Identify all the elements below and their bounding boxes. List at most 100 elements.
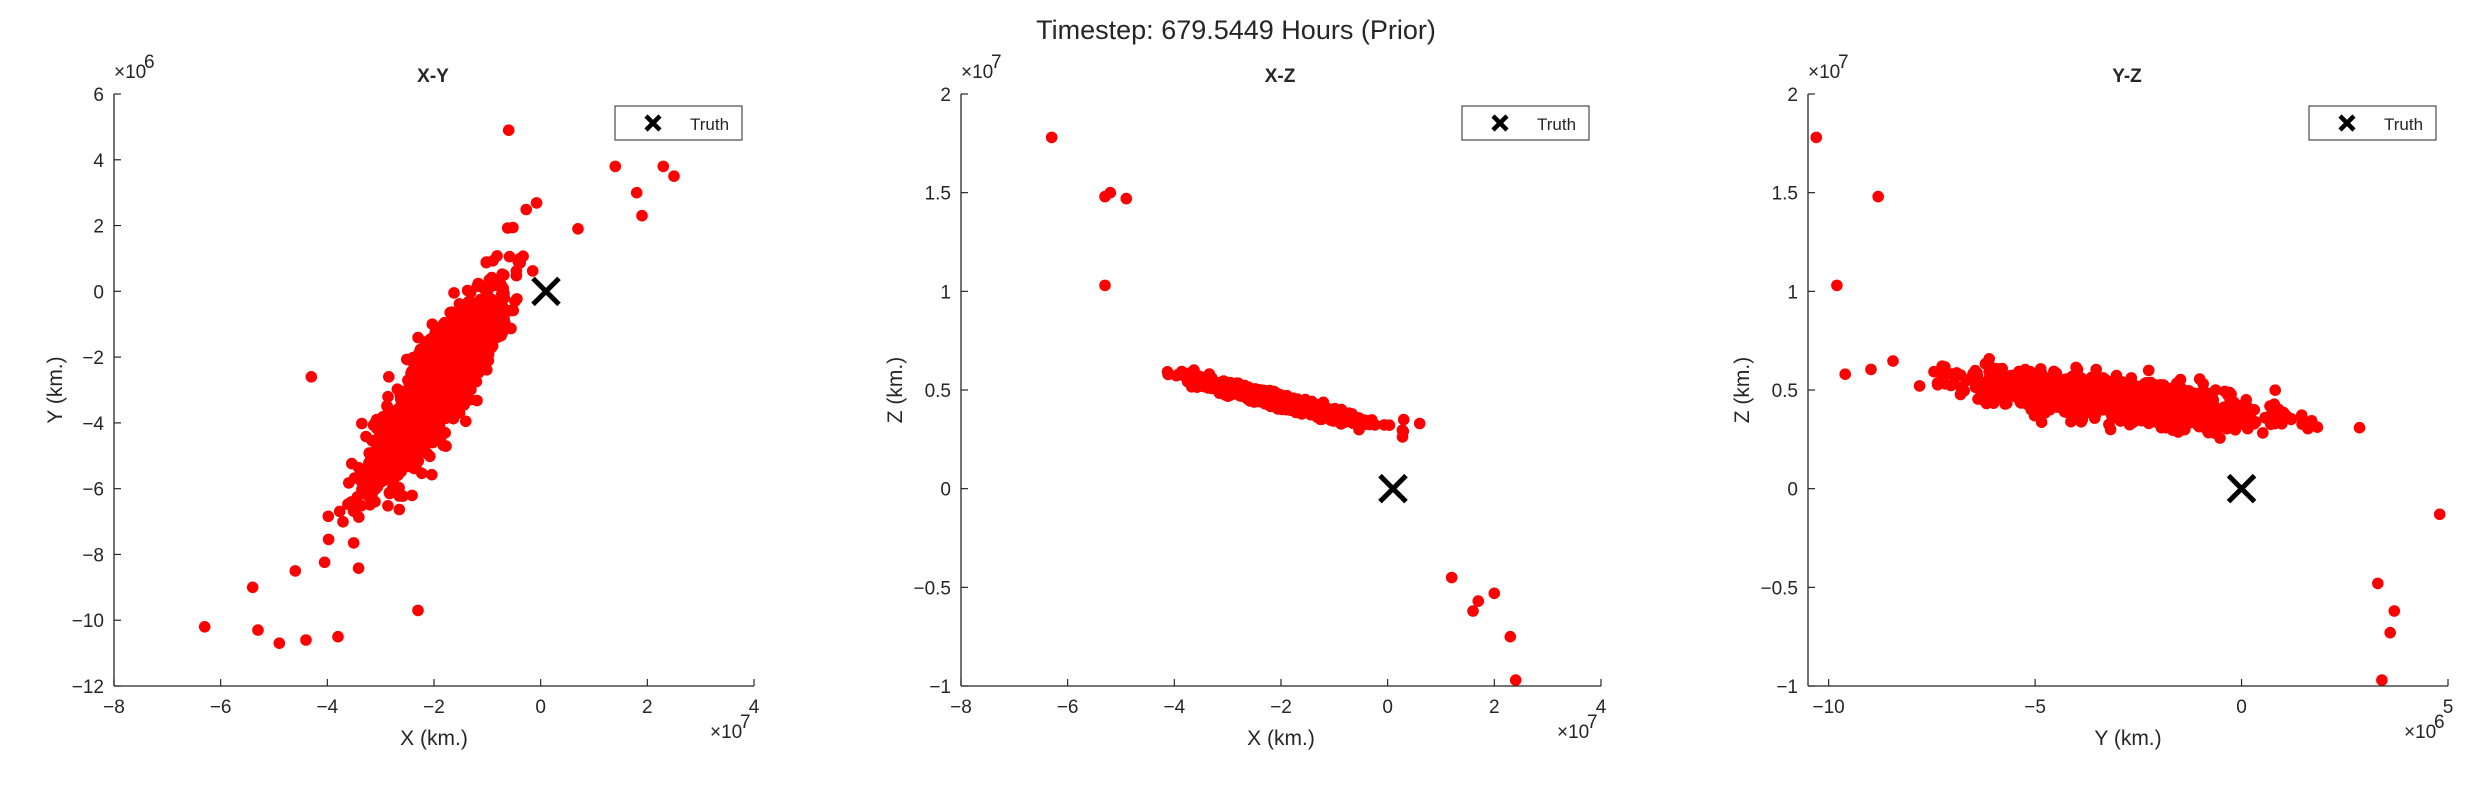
data-point	[2281, 410, 2293, 423]
x-axis-label: Y (km.)	[2094, 727, 2161, 750]
y-tick-label: −4	[82, 414, 104, 435]
data-point	[2238, 401, 2250, 413]
data-point	[451, 316, 464, 329]
data-point	[2126, 416, 2139, 429]
data-point	[2071, 412, 2084, 425]
data-point	[1504, 630, 1517, 643]
data-point	[2353, 421, 2366, 434]
data-point	[322, 510, 335, 523]
data-point	[459, 326, 472, 339]
y-exponent-label: ×10	[1808, 62, 1840, 83]
legend: Truth	[1461, 105, 1590, 141]
x-exponent-label: ×10	[710, 722, 742, 743]
data-point	[1967, 368, 1979, 380]
data-point	[445, 339, 458, 352]
data-point	[2433, 508, 2446, 521]
data-point	[511, 293, 523, 305]
data-point	[2123, 406, 2136, 419]
data-point	[477, 329, 490, 342]
data-point	[1954, 388, 1967, 401]
data-point	[460, 338, 473, 351]
data-point	[390, 482, 402, 495]
x-axis-label: X (km.)	[400, 727, 468, 750]
data-point	[1383, 419, 1396, 432]
data-point	[369, 469, 382, 481]
data-point	[406, 353, 419, 366]
data-point	[1246, 388, 1258, 401]
x-exponent-power: 6	[2434, 712, 2445, 733]
x-exponent-power: 7	[740, 712, 751, 733]
y-exponent-label: ×10	[961, 62, 993, 83]
data-point	[246, 581, 259, 594]
panel-title: Y-Z	[2112, 66, 2142, 87]
y-axis-label: Z (km.)	[1731, 357, 1754, 423]
data-point	[2021, 398, 2034, 411]
y-axis-exponent: ×107	[1808, 52, 1849, 83]
x-tick-label: −2	[1270, 697, 1292, 718]
data-point	[1279, 397, 1291, 409]
y-tick-label: −0.5	[1760, 578, 1798, 599]
data-point	[1990, 373, 2003, 385]
data-point	[2033, 388, 2046, 401]
x-tick-label: −4	[316, 697, 338, 718]
truth-marker	[2226, 473, 2257, 504]
data-point	[2072, 403, 2084, 416]
data-point	[1939, 378, 1951, 390]
data-point	[362, 490, 375, 502]
data-point	[496, 268, 509, 281]
x-tick-label: 5	[2443, 697, 2454, 718]
data-point	[1934, 366, 1946, 379]
data-point	[1298, 401, 1311, 414]
data-point	[1161, 366, 1174, 378]
data-point	[452, 401, 465, 413]
legend-label: Truth	[690, 115, 729, 134]
data-point	[425, 371, 438, 384]
data-point	[2092, 404, 2105, 417]
data-point	[337, 516, 349, 528]
data-point	[353, 462, 365, 474]
data-point	[2224, 420, 2236, 432]
data-point	[2161, 399, 2174, 411]
data-point	[1341, 408, 1353, 420]
y-tick-label: 2	[93, 217, 104, 238]
data-point	[444, 306, 457, 319]
x-axis-exponent: ×107	[710, 712, 751, 743]
y-exponent-label: ×10	[114, 62, 146, 83]
x-tick-label: −8	[950, 697, 972, 718]
data-point	[462, 317, 474, 330]
data-point	[382, 500, 394, 512]
data-point	[409, 421, 421, 434]
data-point	[406, 489, 418, 502]
data-point	[1104, 186, 1117, 199]
data-point	[427, 388, 440, 401]
data-point	[451, 379, 464, 391]
data-point	[412, 604, 424, 617]
data-point	[2160, 420, 2173, 432]
data-point	[411, 403, 423, 416]
x-exponent-label: ×10	[2404, 722, 2436, 743]
y-tick-label: 0	[93, 282, 104, 303]
legend-box	[614, 105, 743, 141]
data-point	[1810, 131, 1823, 144]
data-point	[2193, 410, 2205, 422]
data-point	[2176, 401, 2188, 414]
data-point	[1307, 407, 1320, 420]
data-point	[1445, 571, 1458, 584]
data-point	[1396, 431, 1409, 443]
panel-title: X-Y	[417, 66, 449, 87]
data-point	[1992, 363, 2005, 375]
data-point	[2267, 408, 2280, 420]
tick-marks: −8 −6 −4 −2 0 2 4−1−0.500.511.52	[913, 85, 1606, 718]
data-point	[2151, 412, 2164, 425]
data-point	[478, 282, 491, 295]
tick-marks: −10 −5 0 5−1−0.500.511.52	[1760, 85, 2453, 718]
y-tick-label: 2	[1787, 85, 1798, 106]
data-point	[1120, 192, 1133, 205]
data-point	[1190, 377, 1203, 389]
y-tick-label: −1	[1776, 677, 1798, 698]
data-point	[495, 278, 507, 291]
data-point	[352, 562, 365, 574]
x-tick-label: −5	[2024, 697, 2046, 718]
x-tick-label: 0	[535, 697, 546, 718]
